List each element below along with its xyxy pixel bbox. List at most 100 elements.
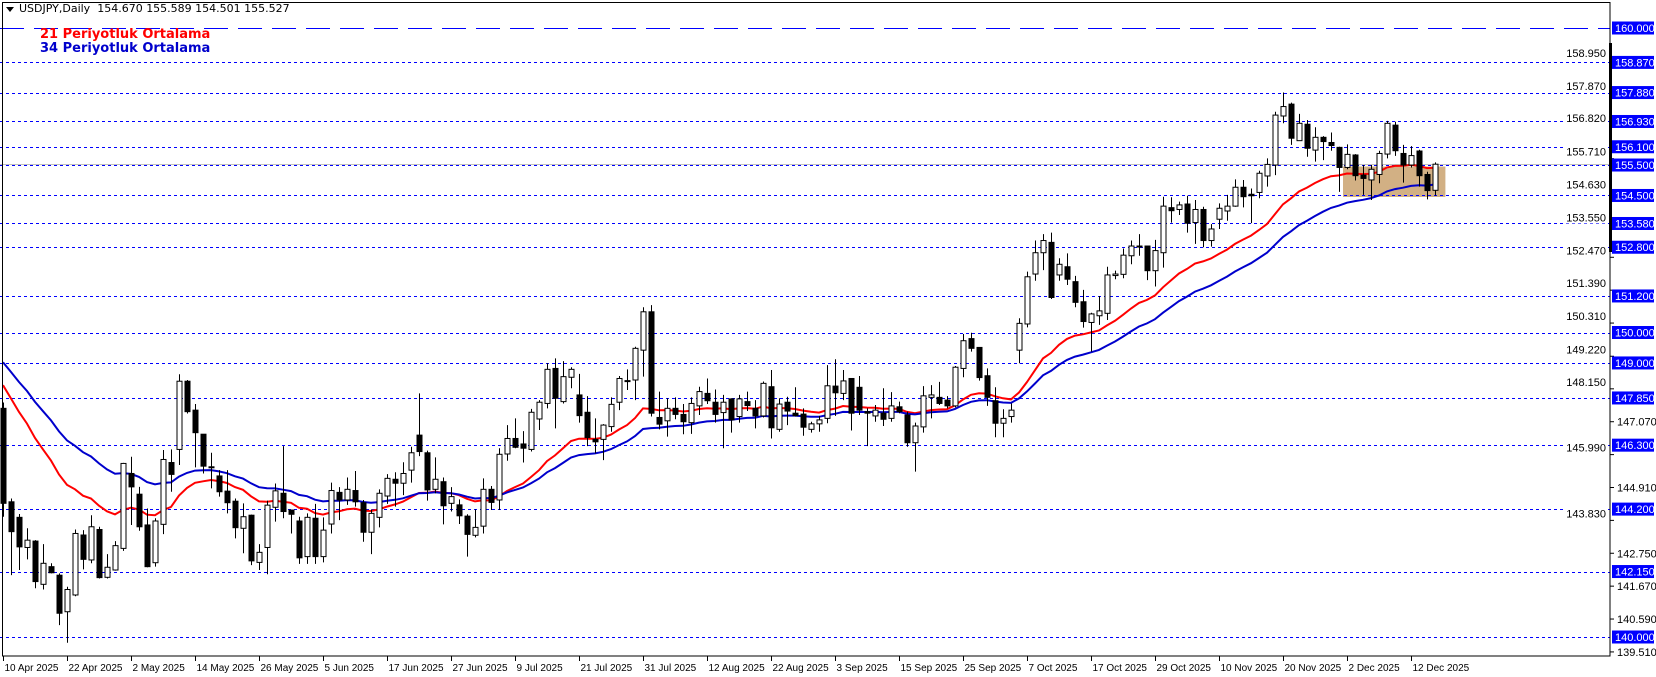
candle[interactable] <box>1272 111 1279 176</box>
candle[interactable] <box>856 376 863 416</box>
candle[interactable] <box>712 389 719 423</box>
candle[interactable] <box>696 386 703 416</box>
candle[interactable] <box>1320 136 1327 161</box>
candle[interactable] <box>272 483 279 522</box>
candle[interactable] <box>736 394 743 423</box>
candle[interactable] <box>352 471 359 507</box>
candle[interactable] <box>1168 197 1175 223</box>
candle[interactable] <box>1408 146 1415 168</box>
candle[interactable] <box>1072 275 1079 308</box>
candle[interactable] <box>1032 240 1039 281</box>
candle[interactable] <box>1120 248 1127 279</box>
candle[interactable] <box>840 369 847 401</box>
candle[interactable] <box>384 474 391 504</box>
candle[interactable] <box>680 404 687 435</box>
candle[interactable] <box>1288 102 1295 145</box>
candle[interactable] <box>888 392 895 422</box>
candle[interactable] <box>872 404 879 422</box>
candle[interactable] <box>104 554 111 579</box>
candle[interactable] <box>704 378 711 405</box>
candle[interactable] <box>808 421 815 433</box>
candle[interactable] <box>1152 239 1159 287</box>
candle[interactable] <box>528 408 535 452</box>
candle[interactable] <box>1136 234 1143 256</box>
candle[interactable] <box>1160 196 1167 268</box>
candle[interactable] <box>40 544 47 590</box>
candle[interactable] <box>1424 171 1431 200</box>
candle[interactable] <box>64 586 71 643</box>
candle[interactable] <box>88 515 95 564</box>
candle[interactable] <box>24 528 31 560</box>
candle[interactable] <box>912 422 919 472</box>
candle[interactable] <box>200 433 207 474</box>
candle[interactable] <box>640 307 647 377</box>
candle[interactable] <box>768 369 775 439</box>
candle[interactable] <box>904 411 911 447</box>
candle[interactable] <box>184 380 191 414</box>
candle[interactable] <box>568 367 575 389</box>
candle[interactable] <box>560 361 567 404</box>
candle[interactable] <box>312 503 319 564</box>
candle[interactable] <box>1104 266 1111 321</box>
candle[interactable] <box>144 508 151 568</box>
candle[interactable] <box>760 381 767 418</box>
candle[interactable] <box>800 408 807 436</box>
candle[interactable] <box>1376 150 1383 184</box>
candle[interactable] <box>936 381 943 405</box>
candle[interactable] <box>720 394 727 449</box>
candle[interactable] <box>1336 146 1343 192</box>
candle[interactable] <box>824 365 831 424</box>
candle[interactable] <box>632 346 639 401</box>
candle[interactable] <box>32 540 39 589</box>
candle[interactable] <box>136 486 143 531</box>
candle[interactable] <box>552 358 559 429</box>
candle[interactable] <box>336 487 343 521</box>
candle[interactable] <box>0 402 7 517</box>
candle[interactable] <box>1176 201 1183 215</box>
candle[interactable] <box>1416 149 1423 187</box>
candle[interactable] <box>624 369 631 391</box>
candle[interactable] <box>120 462 127 551</box>
candle[interactable] <box>80 530 87 570</box>
candle[interactable] <box>1304 119 1311 157</box>
candle[interactable] <box>1344 144 1351 170</box>
candle[interactable] <box>752 400 759 429</box>
candle[interactable] <box>8 498 15 576</box>
candle[interactable] <box>1264 158 1271 187</box>
candle[interactable] <box>1256 170 1263 199</box>
candle[interactable] <box>432 457 439 494</box>
candle[interactable] <box>320 517 327 563</box>
dropdown-triangle-icon[interactable] <box>6 6 14 12</box>
candle[interactable] <box>584 396 591 447</box>
candle[interactable] <box>848 377 855 431</box>
candle[interactable] <box>1240 179 1247 208</box>
candle[interactable] <box>288 509 295 534</box>
candle[interactable] <box>544 363 551 409</box>
candle[interactable] <box>224 470 231 514</box>
candle[interactable] <box>112 541 119 571</box>
candle[interactable] <box>880 388 887 426</box>
candle[interactable] <box>416 393 423 457</box>
candle[interactable] <box>792 387 799 417</box>
candle[interactable] <box>1184 195 1191 233</box>
candle[interactable] <box>512 418 519 449</box>
candle[interactable] <box>1384 120 1391 159</box>
candle[interactable] <box>488 485 495 511</box>
candle[interactable] <box>1432 162 1439 196</box>
candle[interactable] <box>72 529 79 597</box>
candle[interactable] <box>152 518 159 567</box>
candle[interactable] <box>1144 245 1151 281</box>
candle[interactable] <box>536 400 543 430</box>
candle[interactable] <box>280 446 287 519</box>
candle[interactable] <box>368 509 375 555</box>
candle[interactable] <box>976 346 983 381</box>
candle[interactable] <box>360 499 367 542</box>
candle[interactable] <box>376 489 383 528</box>
candle[interactable] <box>48 563 55 574</box>
candle[interactable] <box>96 526 103 579</box>
candle[interactable] <box>1400 144 1407 183</box>
candle[interactable] <box>1224 194 1231 221</box>
candle[interactable] <box>1208 224 1215 247</box>
candle[interactable] <box>456 499 463 525</box>
candle[interactable] <box>400 462 407 496</box>
